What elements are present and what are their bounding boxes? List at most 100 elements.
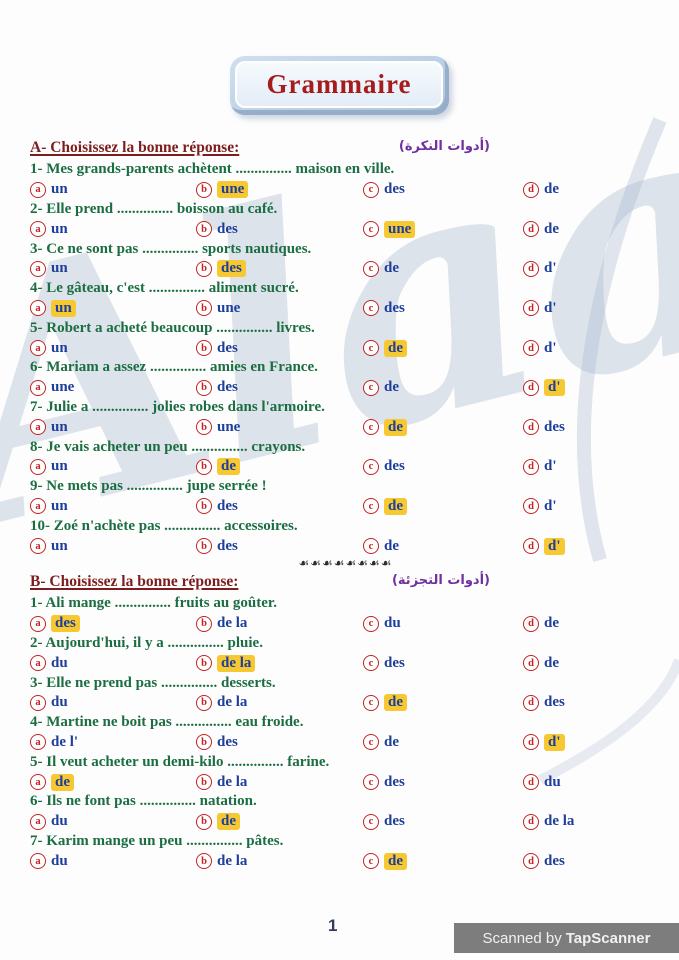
option-letter-badge: d — [523, 655, 539, 672]
options-row: a un b de c des d d' — [30, 457, 661, 477]
option-label: des — [384, 299, 405, 316]
options-row: a du b de la c de d des — [30, 851, 661, 871]
option-letter-badge: c — [363, 853, 379, 870]
option-label: d' — [544, 497, 557, 514]
option-label: de — [544, 615, 559, 632]
option-letter-badge: c — [363, 694, 379, 711]
option-letter-badge: d — [523, 498, 539, 515]
option-label-answer-highlight: de — [384, 339, 407, 357]
option-cell: a un — [30, 221, 196, 238]
option-label-answer-highlight: de — [384, 418, 407, 436]
option-label: une — [217, 418, 241, 435]
option-cell: d du — [523, 774, 661, 791]
option-label: une — [217, 299, 241, 316]
question-text: 2- Elle prend ............... boisson au… — [30, 200, 278, 217]
section-header: A- Choisissez la bonne réponse: — [30, 139, 240, 156]
option-label: des — [544, 852, 565, 869]
option-label-answer-highlight: une — [217, 181, 249, 199]
option-label: des — [217, 379, 238, 396]
option-letter-badge: a — [30, 458, 46, 475]
question-text: 3- Ce ne sont pas ............... sports… — [30, 240, 312, 257]
option-letter-badge: a — [30, 300, 46, 317]
option-cell: d d' — [523, 537, 661, 555]
option-letter-badge: d — [523, 694, 539, 711]
option-label-answer-highlight: de — [384, 497, 407, 515]
option-cell: d d' — [523, 498, 661, 515]
question-text: 5- Robert a acheté beaucoup ............… — [30, 319, 315, 336]
option-label: des — [217, 220, 238, 237]
option-label-answer-highlight: des — [51, 615, 80, 633]
option-label: un — [51, 339, 68, 356]
option-letter-badge: b — [196, 458, 212, 475]
option-letter-badge: b — [196, 419, 212, 436]
tapscanner-credit-bar: Scanned by TapScanner — [454, 923, 679, 953]
option-label-answer-highlight: de — [217, 458, 240, 476]
options-row: a une b des c de d d' — [30, 378, 661, 398]
option-label: des — [544, 694, 565, 711]
option-label: des — [384, 181, 405, 198]
option-cell: a du — [30, 694, 196, 711]
option-label: d' — [544, 339, 557, 356]
options-row: a un b une c des d d' — [30, 299, 661, 319]
option-label-answer-highlight: d' — [544, 379, 565, 397]
worksheet-body: A- Choisissez la bonne réponse: (أدوات ال… — [0, 139, 679, 871]
option-letter-badge: d — [523, 853, 539, 870]
option-cell: a de l' — [30, 734, 196, 751]
option-letter-badge: a — [30, 615, 46, 632]
option-letter-badge: d — [523, 774, 539, 790]
option-letter-badge: b — [196, 538, 212, 555]
question-text: 9- Ne mets pas ............... jupe serr… — [30, 478, 267, 495]
page-number: 1 — [328, 916, 338, 935]
option-label: des — [217, 497, 238, 514]
option-letter-badge: b — [196, 853, 212, 870]
option-letter-badge: d — [523, 340, 539, 357]
option-label: du — [384, 615, 401, 632]
option-label: de — [544, 220, 559, 237]
option-cell: b des — [196, 498, 363, 515]
option-label: de — [384, 379, 399, 396]
section-header-arabic: (أدوات التجزئة) — [391, 572, 490, 588]
option-letter-badge: a — [30, 221, 46, 238]
option-letter-badge: a — [30, 734, 46, 751]
option-cell: a un — [30, 458, 196, 475]
option-label-answer-highlight: de la — [217, 654, 256, 672]
question-text: 6- Ils ne font pas ............... natat… — [30, 793, 257, 810]
option-label-answer-highlight: d' — [544, 537, 565, 555]
option-letter-badge: b — [196, 260, 212, 277]
options-row: a un b des c de d d' — [30, 536, 661, 556]
option-letter-badge: b — [196, 694, 212, 711]
option-cell: d de — [523, 655, 661, 672]
page-title: Grammaire — [266, 69, 412, 99]
option-letter-badge: a — [30, 419, 46, 436]
option-letter-badge: a — [30, 181, 46, 198]
option-letter-badge: a — [30, 498, 46, 515]
option-label: de — [544, 654, 559, 671]
option-cell: d des — [523, 853, 661, 870]
options-row: a un b des c de d d' — [30, 497, 661, 517]
options-row: a un b une c des d de — [30, 180, 661, 200]
option-letter-badge: d — [523, 260, 539, 277]
option-cell: c une — [363, 220, 523, 238]
option-cell: b de la — [196, 654, 363, 672]
option-label: du — [51, 694, 68, 711]
option-label: des — [384, 458, 405, 475]
option-label-answer-highlight: de — [384, 694, 407, 712]
option-cell: d d' — [523, 300, 661, 317]
options-row: a un b des c de d d' — [30, 338, 661, 358]
option-cell: c de — [363, 260, 523, 277]
option-cell: a du — [30, 655, 196, 672]
options-row: a des b de la c du d de — [30, 614, 661, 634]
option-letter-badge: a — [30, 655, 46, 672]
question-text: 8- Je vais acheter un peu ..............… — [30, 438, 306, 455]
option-label: de l' — [51, 733, 79, 750]
option-cell: a des — [30, 615, 196, 633]
option-label: une — [51, 379, 75, 396]
scan-credit-brand: TapScanner — [565, 929, 651, 947]
option-cell: b des — [196, 221, 363, 238]
option-label: un — [51, 458, 68, 475]
option-label: du — [544, 773, 561, 790]
option-cell: b une — [196, 419, 363, 436]
option-letter-badge: c — [363, 419, 379, 436]
option-label: un — [51, 260, 68, 277]
option-label: d' — [544, 458, 557, 475]
